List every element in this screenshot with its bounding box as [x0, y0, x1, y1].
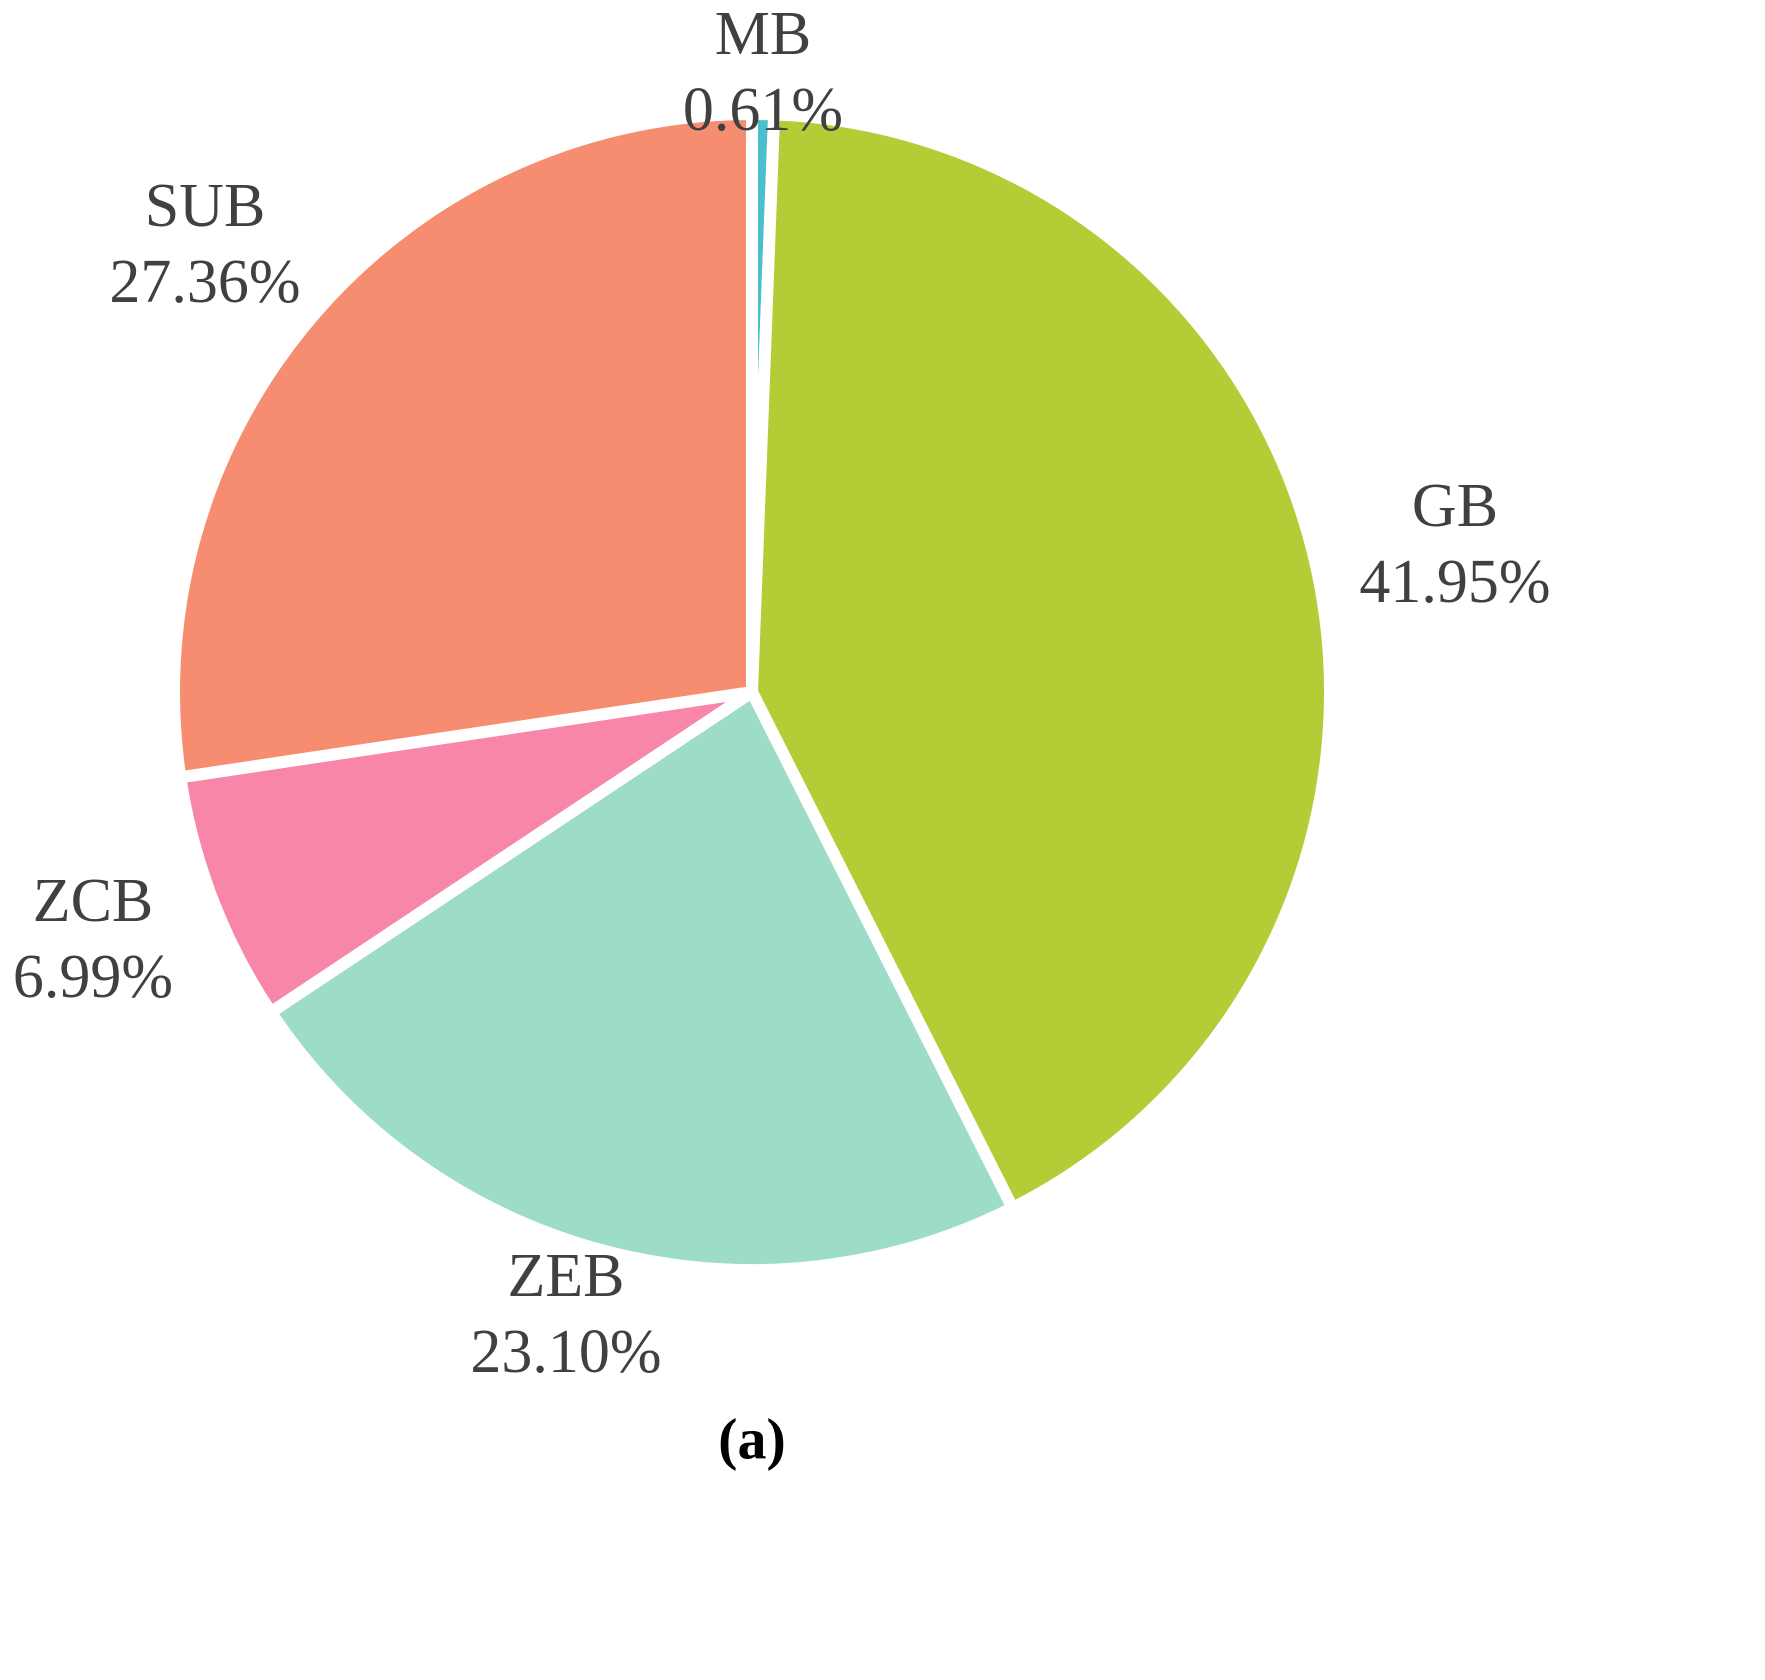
- slice-value-label: 0.61%: [683, 76, 843, 144]
- slice-value-label: 6.99%: [13, 943, 173, 1011]
- caption: (a): [718, 1406, 786, 1471]
- slice-label: ZEB: [507, 1242, 624, 1310]
- slice-label: MB: [715, 0, 811, 68]
- pie-slice: [173, 686, 756, 1021]
- slice-value-label: 27.36%: [109, 248, 300, 316]
- slice-value-label: 23.10%: [470, 1318, 661, 1386]
- slice-label: SUB: [145, 172, 266, 240]
- pie-slice: [262, 683, 1021, 1276]
- slice-label: GB: [1412, 472, 1498, 540]
- slice-label: ZCB: [33, 867, 154, 935]
- slice-value-label: 41.95%: [1359, 548, 1550, 616]
- pie-slice: [745, 108, 1336, 1216]
- pie-slice: [168, 107, 758, 785]
